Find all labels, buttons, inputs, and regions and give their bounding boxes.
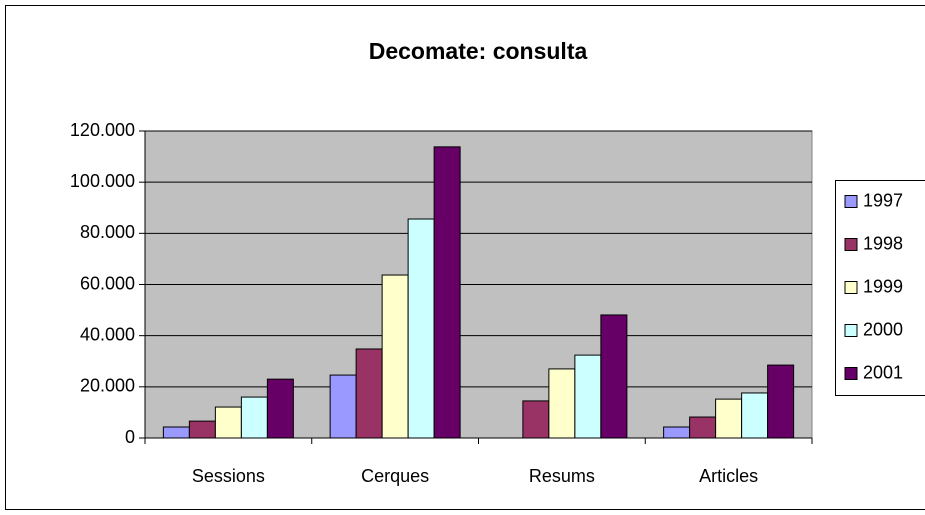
legend-swatch bbox=[844, 324, 858, 337]
bar bbox=[689, 416, 717, 439]
legend-label: 1997 bbox=[863, 190, 903, 210]
bar bbox=[741, 392, 769, 439]
legend-label: 2001 bbox=[863, 362, 903, 382]
bar bbox=[329, 374, 357, 439]
bar bbox=[767, 364, 795, 439]
y-tick-label: 80.000 bbox=[80, 222, 135, 242]
x-tick-label: Resums bbox=[529, 466, 595, 486]
y-tick-label: 40.000 bbox=[80, 324, 135, 344]
x-tick-label: Cerques bbox=[361, 466, 429, 486]
legend-label: 1999 bbox=[863, 276, 903, 296]
bar bbox=[188, 420, 216, 439]
chart-title: Decomate: consulta bbox=[369, 38, 588, 64]
y-tick-label: 20.000 bbox=[80, 376, 135, 396]
bar bbox=[266, 378, 294, 439]
legend-swatch bbox=[844, 367, 858, 380]
bar bbox=[574, 354, 602, 439]
bar bbox=[381, 274, 409, 439]
bar bbox=[407, 218, 435, 439]
bar bbox=[355, 348, 383, 439]
x-tick-label: Sessions bbox=[192, 466, 265, 486]
y-tick-label: 100.000 bbox=[70, 171, 135, 191]
legend-swatch bbox=[844, 238, 858, 251]
legend-label: 1998 bbox=[863, 233, 903, 253]
bar bbox=[240, 396, 268, 439]
legend-swatch bbox=[844, 281, 858, 294]
y-tick-label: 120.000 bbox=[70, 120, 135, 140]
bar bbox=[433, 146, 461, 439]
legend-label: 2000 bbox=[863, 319, 903, 339]
legend-swatch bbox=[844, 195, 858, 208]
bar bbox=[522, 400, 550, 439]
y-tick-label: 0 bbox=[125, 427, 135, 447]
bar bbox=[162, 426, 190, 439]
bar bbox=[715, 398, 743, 439]
x-tick-label: Articles bbox=[699, 466, 758, 486]
bar bbox=[600, 314, 628, 439]
y-tick-label: 60.000 bbox=[80, 273, 135, 293]
bar bbox=[548, 368, 576, 439]
bar bbox=[663, 426, 691, 439]
bar bbox=[214, 406, 242, 439]
